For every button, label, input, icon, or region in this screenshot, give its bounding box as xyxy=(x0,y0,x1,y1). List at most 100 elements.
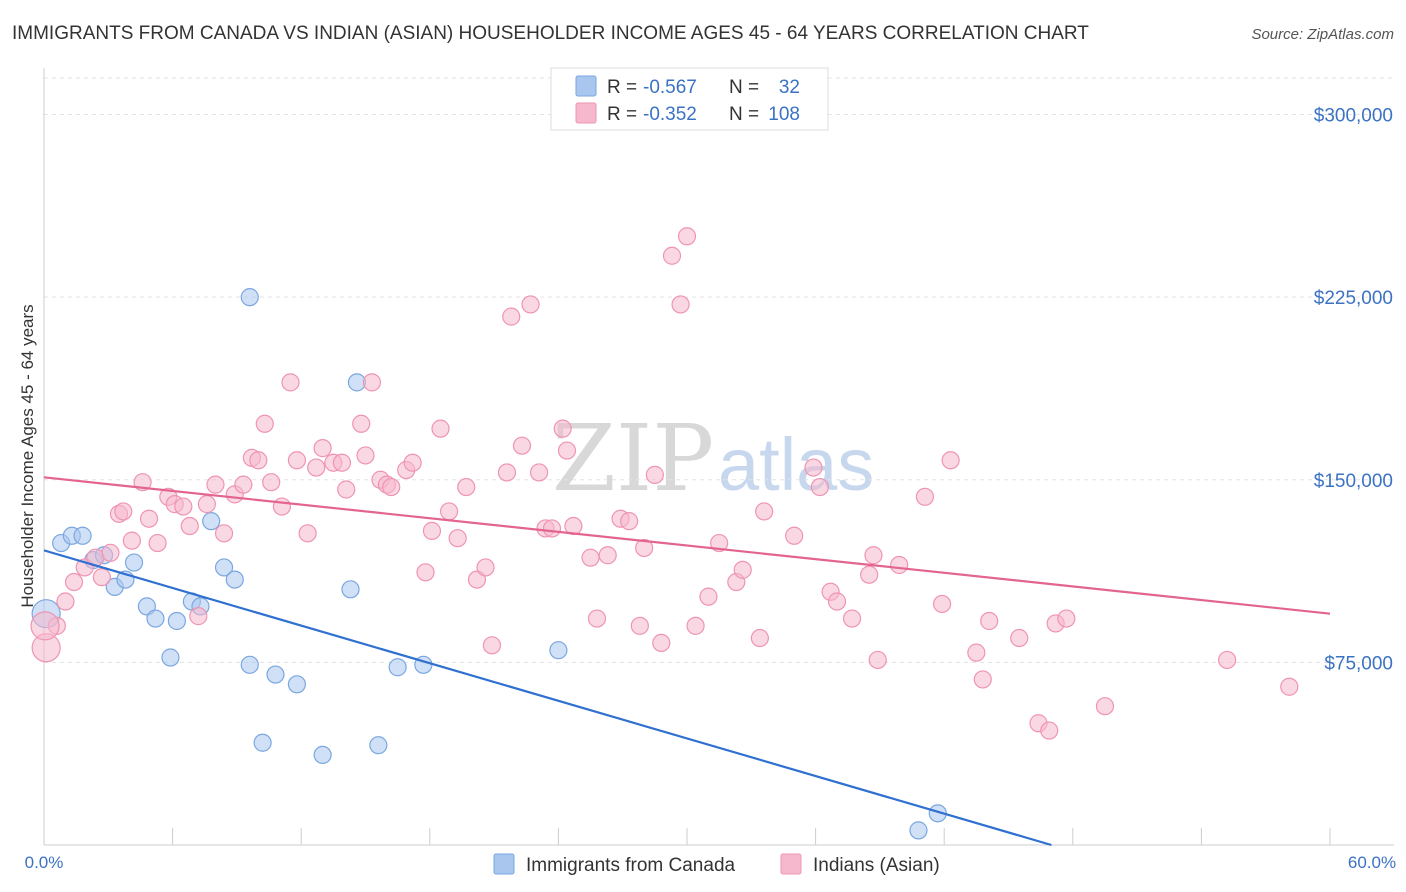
point-indian xyxy=(92,568,111,587)
legend-box: R = -0.567 N = 32 R = -0.352 N = 108 xyxy=(550,67,829,131)
legend-n-value-canada: 32 xyxy=(779,77,800,98)
point-indian xyxy=(581,548,600,567)
point-canada xyxy=(225,570,244,589)
point-indian xyxy=(337,480,356,499)
point-indian xyxy=(332,453,352,472)
point-indian xyxy=(287,451,307,470)
point-canada xyxy=(240,655,259,674)
point-indian xyxy=(530,463,549,482)
bottom-legend: Immigrants from Canada Indians (Asian) xyxy=(493,853,940,876)
point-indian xyxy=(652,633,671,653)
point-indian xyxy=(785,526,804,545)
point-canada xyxy=(253,733,272,752)
point-canada xyxy=(266,665,285,684)
point-canada xyxy=(313,745,332,765)
point-indian xyxy=(686,616,705,635)
point-indian xyxy=(521,295,540,314)
y-axis-label: Householder Income Ages 45 - 64 years xyxy=(18,304,37,607)
point-indian xyxy=(30,611,60,641)
point-indian xyxy=(932,594,952,614)
point-canada xyxy=(369,736,388,755)
y-tick-label: $225,000 xyxy=(1314,288,1393,309)
point-indian xyxy=(313,439,332,458)
point-indian xyxy=(662,246,682,265)
point-indian xyxy=(352,414,371,433)
point-indian xyxy=(587,609,607,628)
x-tick-label-max: 60.0% xyxy=(1348,853,1396,872)
legend-r-label-indian: R = xyxy=(607,104,637,125)
x-tick-label-min: 0.0% xyxy=(25,853,64,872)
point-indian xyxy=(620,512,639,531)
point-indian xyxy=(804,458,823,477)
point-canada xyxy=(240,288,259,307)
point-indian xyxy=(553,419,572,438)
point-indian xyxy=(403,453,422,472)
point-indian xyxy=(860,565,879,584)
point-canada xyxy=(124,553,144,572)
point-indian xyxy=(868,650,887,670)
point-indian xyxy=(557,441,577,460)
point-indian xyxy=(448,529,467,548)
watermark-zip: ZIP xyxy=(552,405,714,512)
point-indian xyxy=(180,516,199,536)
point-canada xyxy=(167,611,186,631)
point-canada xyxy=(73,526,92,545)
point-indian xyxy=(439,502,459,521)
point-indian xyxy=(422,521,442,540)
legend-swatch-canada xyxy=(575,75,597,97)
point-indian xyxy=(1057,609,1076,628)
point-indian xyxy=(710,533,729,553)
trend-lines xyxy=(43,476,1331,847)
point-indian xyxy=(677,227,697,246)
point-indian xyxy=(189,607,208,626)
point-canada xyxy=(549,641,568,660)
point-indian xyxy=(699,587,718,606)
chart-title: IMMIGRANTS FROM CANADA VS INDIAN (ASIAN)… xyxy=(12,23,1089,44)
point-indian xyxy=(197,495,216,514)
point-indian xyxy=(122,531,141,550)
point-indian xyxy=(1280,677,1299,696)
point-indian xyxy=(114,502,133,521)
legend-swatch-indian xyxy=(575,102,597,124)
point-indian xyxy=(1040,721,1059,740)
point-indian xyxy=(56,592,75,611)
legend-n-label-canada: N = xyxy=(729,77,759,98)
point-indian xyxy=(476,558,495,577)
point-indian xyxy=(1095,697,1115,716)
point-indian xyxy=(733,560,752,579)
point-indian xyxy=(382,477,401,497)
y-tick-label: $150,000 xyxy=(1314,471,1393,492)
point-indian xyxy=(1010,628,1029,648)
point-indian xyxy=(457,477,476,497)
point-indian xyxy=(980,611,999,631)
point-canada xyxy=(214,558,234,577)
point-indian xyxy=(941,451,960,470)
data-points xyxy=(30,227,1299,840)
point-indian xyxy=(431,419,450,438)
point-canada xyxy=(146,609,165,628)
point-indian xyxy=(755,502,774,521)
legend-frame xyxy=(550,67,829,131)
bottom-legend-label-canada: Immigrants from Canada xyxy=(526,855,736,876)
point-indian xyxy=(502,307,521,326)
y-tick-labels: $75,000 $150,000 $225,000 $300,000 xyxy=(1314,106,1393,675)
source-label: Source: ZipAtlas.com xyxy=(1251,26,1394,43)
point-indian xyxy=(262,473,281,492)
point-indian xyxy=(362,373,382,392)
point-indian xyxy=(272,497,292,516)
point-indian xyxy=(482,636,502,655)
watermark: ZIP atlas xyxy=(552,405,874,512)
point-indian xyxy=(174,497,193,516)
trend-line-canada xyxy=(43,549,1052,847)
axes xyxy=(43,68,1394,846)
legend-n-value-indian: 108 xyxy=(768,104,800,125)
point-indian xyxy=(249,451,268,470)
y-tick-label: $300,000 xyxy=(1314,106,1393,127)
point-indian xyxy=(206,475,225,494)
point-indian xyxy=(630,616,649,635)
point-indian xyxy=(890,555,909,575)
point-indian xyxy=(842,609,862,628)
point-indian xyxy=(281,373,300,392)
point-canada xyxy=(388,658,407,677)
